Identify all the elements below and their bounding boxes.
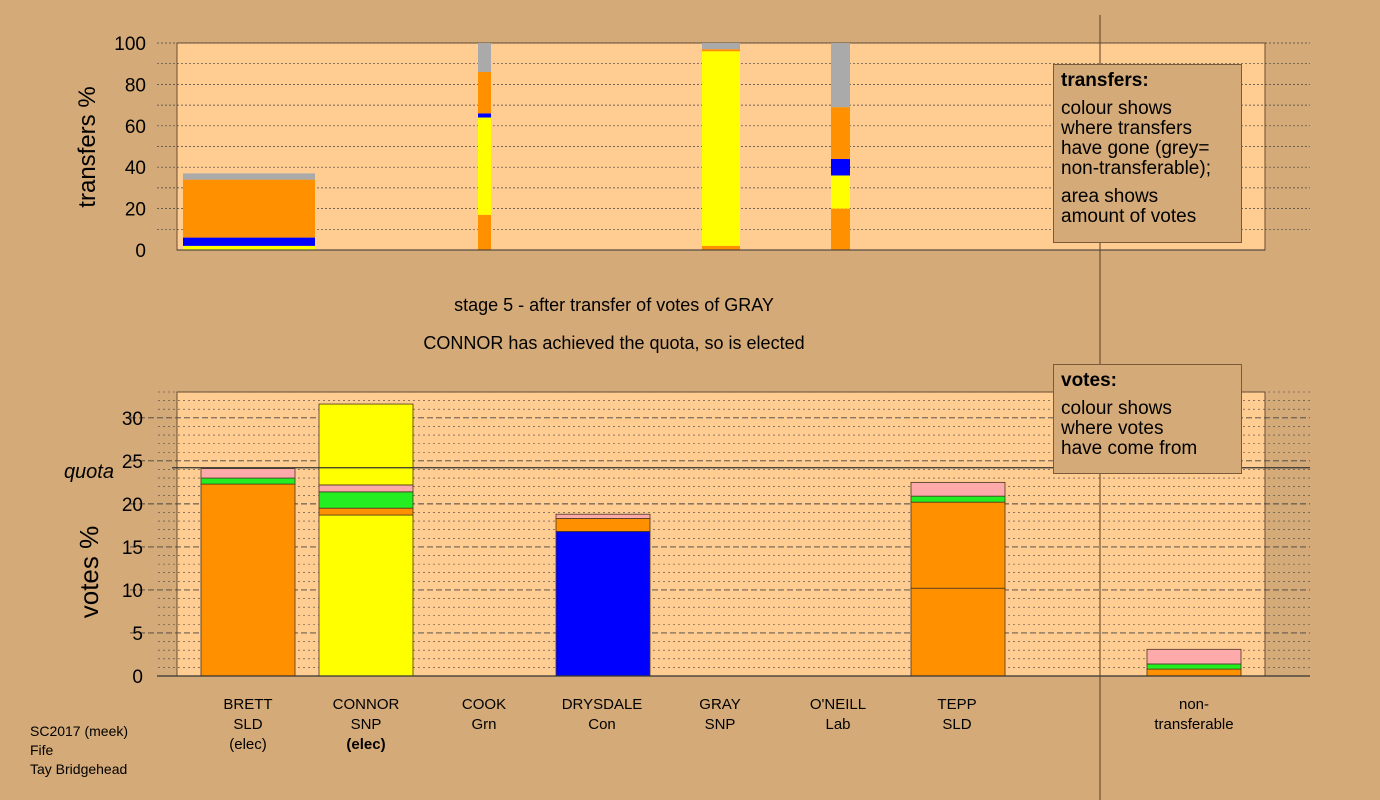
footer-line3: Tay Bridgehead	[30, 761, 128, 777]
candidate-label: O'NEILL	[810, 696, 866, 713]
vote-bar-segment	[200, 483, 296, 677]
transfers-y-tick-label: 0	[135, 241, 146, 262]
transfer-bar-segment	[831, 208, 850, 250]
transfers-legend-text1: colour shows where transfers have gone (…	[1061, 98, 1211, 179]
candidate-label: Con	[588, 716, 616, 733]
transfer-bar-segment	[702, 49, 740, 52]
transfer-bar-segment	[183, 173, 315, 180]
transfer-bar-segment	[831, 158, 850, 176]
transfer-bar-segment	[478, 117, 491, 215]
vote-bar-segment	[555, 518, 651, 532]
vote-bar-segment	[555, 531, 651, 677]
vote-bar-segment	[555, 513, 651, 519]
votes-y-tick-label: 25	[122, 452, 143, 473]
candidate-label: SNP	[351, 716, 382, 733]
vote-bar-segment	[1146, 648, 1242, 665]
transfers-legend-title: transfers:	[1061, 70, 1149, 91]
transfers-y-axis-label: transfers %	[74, 86, 101, 207]
transfers-y-tick-label: 80	[125, 75, 146, 96]
footer-line1: SC2017 (meek)	[30, 723, 129, 739]
vote-bar-segment	[318, 514, 414, 677]
candidate-label: GRAY	[699, 696, 740, 713]
transfer-bar-segment	[702, 43, 740, 50]
votes-y-axis-label: votes %	[74, 526, 104, 619]
votes-y-tick-label: 20	[122, 495, 143, 516]
transfer-bar-segment	[831, 107, 850, 159]
vote-bar-segment	[200, 468, 296, 479]
nontransferable-label-line1: non-	[1179, 696, 1209, 713]
transfer-bar-segment	[478, 71, 491, 114]
votes-legend-title: votes:	[1061, 370, 1117, 391]
candidate-label: CONNOR	[333, 696, 400, 713]
transfers-y-tick-label: 20	[125, 200, 146, 221]
candidate-labels: BRETT SLD (elec) CONNOR SNP (elec) COOK Grn DRYS…	[223, 696, 976, 753]
transfer-bar-segment	[702, 245, 740, 250]
transfer-bar-segment	[478, 43, 491, 72]
vote-bar-segment	[910, 501, 1006, 589]
footer: SC2017 (meek) Fife Tay Bridgehead	[30, 722, 128, 779]
candidate-label: COOK	[462, 696, 506, 713]
votes-legend: votes: colour shows where votes have com…	[1053, 364, 1242, 474]
candidate-label: TEPP	[937, 696, 976, 713]
vote-bar-segment	[318, 403, 414, 486]
votes-plot: 0 5 10 15 20 25 30	[122, 391, 1310, 688]
footer-line2: Fife	[30, 742, 54, 758]
candidate-label: SLD	[942, 716, 971, 733]
votes-y-tick-label: 0	[132, 667, 143, 688]
transfer-bar-segment	[478, 214, 491, 250]
transfer-bar-segment	[183, 179, 315, 238]
transfer-bar-segment	[183, 245, 315, 250]
candidate-label: Grn	[471, 716, 496, 733]
candidate-label: BRETT	[223, 696, 272, 713]
transfers-y-tick-label: 60	[125, 117, 146, 138]
candidate-label: SLD	[233, 716, 262, 733]
votes-y-tick-label: 30	[122, 409, 143, 430]
vote-bar-segment	[200, 477, 296, 485]
vote-bar-segment	[1146, 663, 1242, 670]
stage-title: stage 5 - after transfer of votes of GRA…	[454, 295, 774, 315]
vote-bar-segment	[318, 507, 414, 516]
vote-bar-segment	[910, 587, 1006, 677]
transfers-y-tick-label: 40	[125, 158, 146, 179]
candidate-label: SNP	[705, 716, 736, 733]
votes-y-tick-label: 15	[122, 538, 143, 559]
vote-bar-segment	[910, 495, 1006, 503]
nontransferable-label-line2: transferable	[1154, 716, 1233, 733]
quota-label: quota	[64, 461, 114, 483]
candidate-label: (elec)	[229, 736, 267, 753]
votes-y-tick-label: 10	[122, 581, 143, 602]
transfer-bar-segment	[831, 43, 850, 108]
vote-bar-segment	[318, 491, 414, 509]
vote-bar-segment	[1146, 668, 1242, 677]
vote-bar-segment	[910, 481, 1006, 497]
transfer-bar-segment	[702, 51, 740, 246]
stage-subtitle: CONNOR has achieved the quota, so is ele…	[423, 333, 804, 353]
candidate-label: (elec)	[346, 736, 385, 753]
transfers-legend: transfers: colour shows where transfers …	[1053, 64, 1242, 243]
transfers-legend-text2: area shows amount of votes	[1061, 186, 1197, 227]
transfer-bar-segment	[478, 113, 491, 118]
transfer-bar-segment	[831, 175, 850, 209]
transfers-y-tick-label: 100	[114, 34, 146, 55]
votes-legend-text1: colour shows where votes have come from	[1061, 398, 1198, 459]
vote-bar-segment	[318, 484, 414, 493]
transfer-bar-segment	[183, 237, 315, 246]
candidate-label: DRYSDALE	[562, 696, 643, 713]
votes-y-tick-label: 5	[132, 624, 143, 645]
candidate-label: Lab	[825, 716, 850, 733]
